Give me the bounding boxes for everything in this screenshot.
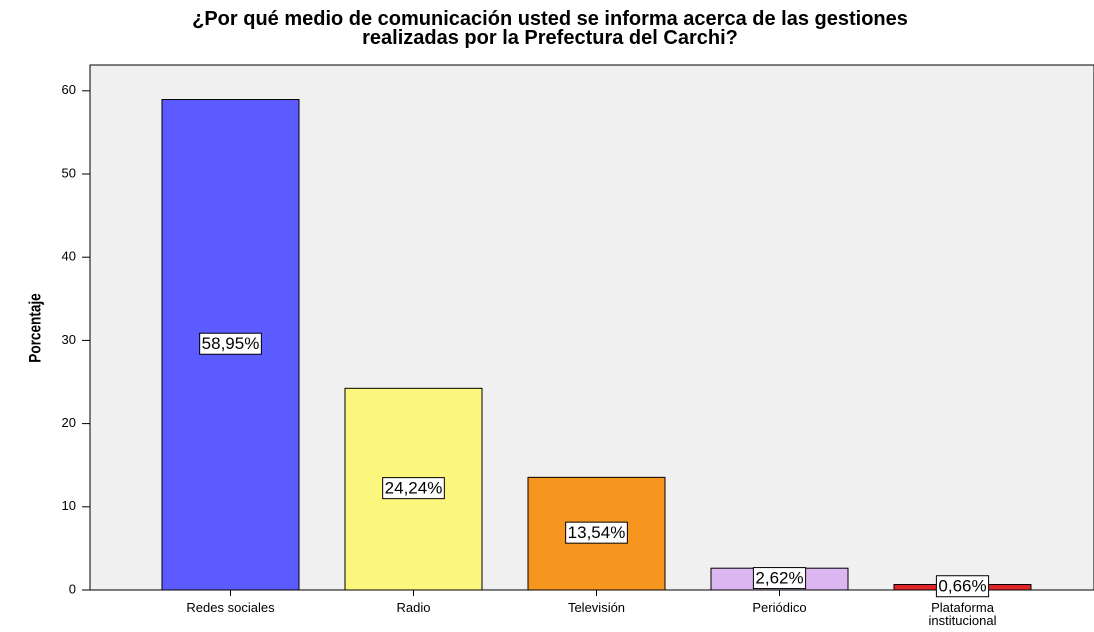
value-label: 0,66%	[938, 577, 986, 596]
value-label: 58,95%	[202, 334, 260, 353]
x-tick-label: Plataforma institucional	[928, 600, 997, 628]
value-label-box	[935, 575, 990, 598]
y-tick-label: 50	[62, 165, 76, 180]
y-tick-label: 60	[62, 82, 76, 97]
value-label-box	[199, 332, 262, 355]
value-label-box	[382, 477, 445, 500]
y-tick-label: 20	[62, 415, 76, 430]
value-label: 2,62%	[755, 569, 803, 588]
chart-title: ¿Por qué medio de comunicación usted se …	[192, 8, 908, 49]
value-label-box	[752, 567, 807, 590]
y-tick-label: 30	[62, 332, 76, 347]
value-label: 13,54%	[568, 523, 626, 542]
x-tick-label: Periódico	[752, 600, 807, 615]
y-tick-label: 40	[62, 249, 76, 264]
x-tick-label: Televisión	[567, 600, 626, 615]
value-label-box	[565, 521, 628, 544]
y-tick-label: 10	[62, 498, 76, 513]
value-label: 24,24%	[385, 479, 443, 498]
x-tick-label: Radio	[396, 600, 431, 615]
y-tick-label: 0	[69, 581, 76, 596]
x-tick-label: Redes sociales	[186, 600, 275, 615]
y-axis-label: Porcentaje	[26, 293, 45, 363]
